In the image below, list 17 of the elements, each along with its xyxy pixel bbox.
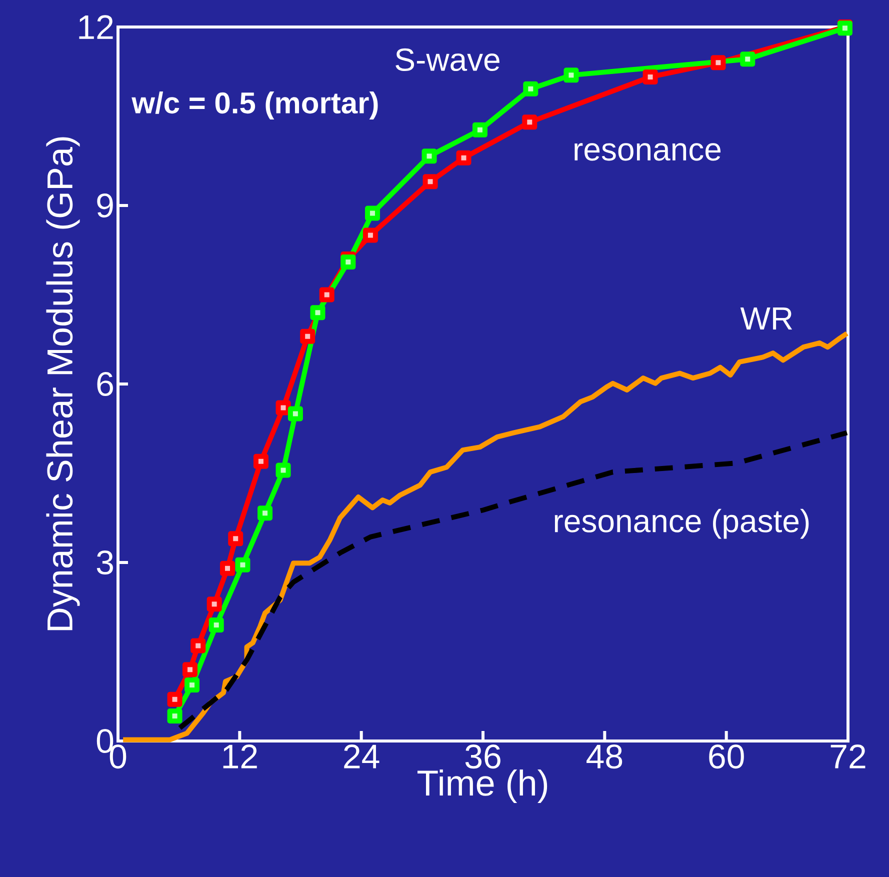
x-tick-label: 48 [586,744,622,769]
x-tick-label: 12 [223,744,257,768]
x-tick-label: 72 [830,744,866,768]
y-axis-title: Dynamic Shear Modulus (GPa) [46,137,80,630]
x-tick-label: 24 [344,744,380,768]
series-label: resonance [574,143,721,161]
x-tick-label: 60 [709,744,744,769]
series-label: WR [740,308,792,330]
annotation: w/c = 0.5 (mortar) [132,92,378,120]
y-tick-label: 12 [79,15,113,39]
x-tick-label: 36 [465,744,500,769]
series-label: resonance (paste) [554,508,809,539]
y-tick-label: 6 [97,372,113,396]
y-tick-label: 3 [96,550,113,575]
y-tick-label: 9 [97,193,113,218]
series-label: S-wave [396,48,500,72]
x-axis-title: Time (h) [417,769,548,803]
